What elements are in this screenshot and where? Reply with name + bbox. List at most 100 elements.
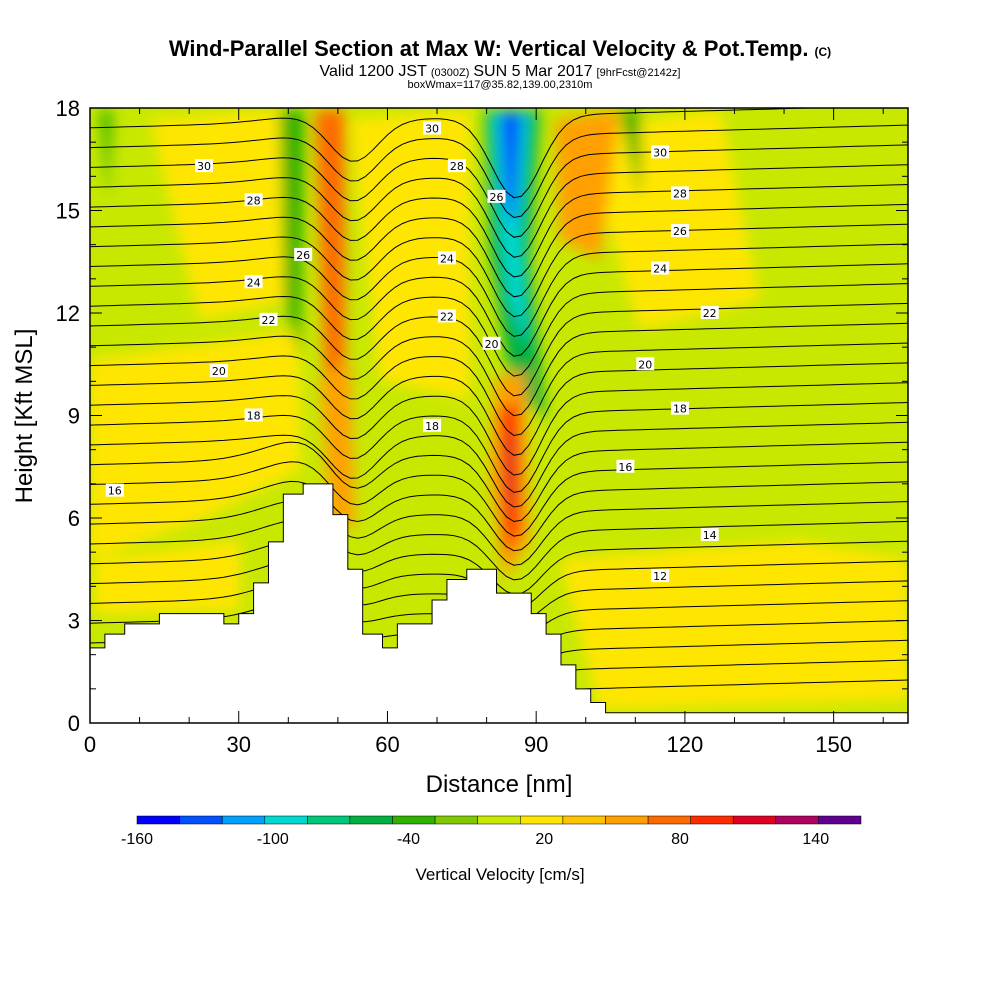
colorbar-swatch [690, 815, 734, 825]
contour-label-bg [487, 189, 506, 203]
colorbar-tick-label: 80 [671, 831, 689, 848]
contour-label-bg [423, 121, 442, 135]
colorbar-swatch [605, 815, 649, 825]
field-updraft-right-peak [504, 430, 515, 520]
theta-contour-line [90, 480, 908, 552]
theta-contour-line [90, 144, 908, 238]
y-axis-label: Height [Kft MSL] [11, 329, 38, 504]
contour-label-bg [447, 159, 466, 173]
theta-contour-line [90, 441, 908, 523]
contour-label: 14 [703, 529, 717, 542]
theta-contour-line [90, 184, 908, 278]
contour-label-bg [670, 224, 689, 237]
contour-label: 26 [673, 225, 687, 238]
contour-label: 24 [247, 276, 261, 289]
chart-subtitle-2: boxWmax=117@35.82,139.00,2310m [408, 79, 593, 91]
field-yellow-top-left [150, 110, 290, 320]
contour-label-bg [670, 186, 689, 200]
contour-label-bg [294, 247, 313, 261]
contour-label: 18 [425, 420, 439, 433]
theta-contour-line [90, 302, 908, 397]
theta-contour-line [90, 203, 908, 298]
field-updraft-upper [315, 110, 345, 380]
colorbar-tick-label: -160 [121, 831, 153, 848]
x-axis-label: Distance [nm] [426, 771, 573, 798]
colorbar-tick-label: 140 [802, 831, 829, 848]
colorbar-swatch [732, 815, 777, 825]
contour-label: 30 [197, 160, 211, 173]
colorbar: -160 -100 -40 20 80 140 [121, 815, 862, 848]
contour-label-bg [209, 364, 228, 378]
chart-title-line: Wind-Parallel Section at Max W: Vertical… [169, 36, 831, 61]
terrain-mask [89, 483, 909, 724]
theta-contour-line [90, 382, 908, 476]
chart-title: Wind-Parallel Section at Max W: Vertical… [169, 36, 809, 61]
contour-label: 20 [638, 358, 652, 371]
x-tick-label: 90 [524, 732, 548, 757]
contour-label: 20 [212, 365, 226, 378]
field-yellow-right [580, 110, 760, 330]
colorbar-tick-label: 20 [535, 831, 553, 848]
theta-contour-line [90, 402, 908, 493]
field-yellow-lower-left [95, 540, 240, 615]
contour-label: 16 [108, 485, 122, 498]
y-tick-label: 3 [68, 609, 80, 634]
contour-label-bg [651, 261, 670, 275]
contour-label-bg [437, 251, 456, 265]
contour-label: 26 [296, 249, 310, 262]
contour-label-bg [423, 418, 442, 432]
contour-label-bg [616, 459, 635, 473]
contour-label-bg [670, 401, 689, 415]
contour-label-bg [636, 357, 655, 371]
theta-contour-line [90, 539, 908, 595]
y-tick-label: 12 [56, 301, 80, 326]
colorbar-tick-label: -100 [257, 831, 289, 848]
contour-label: 24 [440, 252, 454, 265]
field-green-streak-left [280, 110, 305, 360]
chart-title-mark: (C) [814, 45, 831, 59]
colorbar-swatch [221, 815, 266, 825]
contour-label: 24 [653, 263, 667, 276]
colorbar-tick-label: -40 [397, 831, 420, 848]
colorbar-swatch [179, 815, 223, 825]
x-tick-label: 60 [375, 732, 399, 757]
contour-label-bg [651, 145, 670, 159]
chart-subtitle: Valid 1200 JST (0300Z) SUN 5 Mar 2017 [9hrF… [320, 63, 681, 80]
contour-label: 30 [425, 123, 439, 136]
colorbar-swatch [775, 815, 819, 825]
y-tick-label: 9 [68, 404, 80, 429]
colorbar-swatch [392, 815, 436, 825]
contour-label-bg [259, 312, 278, 326]
contour-label: 30 [653, 146, 667, 159]
theta-contour-line [90, 362, 908, 456]
contour-label-bg [437, 309, 456, 323]
colorbar-swatch [307, 815, 351, 825]
colorbar-swatch [264, 815, 308, 825]
field-downdraft-mid [492, 110, 530, 350]
theta-contour-line [90, 223, 908, 318]
theta-contour-line [90, 461, 908, 537]
contour-label-bg [244, 408, 263, 422]
contour-label: 22 [261, 314, 275, 327]
theta-contour-line [90, 243, 908, 337]
contour-label-bg [482, 336, 501, 350]
colorbar-swatch [434, 815, 478, 825]
y-tick-label: 18 [56, 96, 80, 121]
contour-label-bg [195, 159, 214, 173]
contour-label: 28 [247, 194, 261, 207]
contour-label: 28 [450, 160, 464, 173]
colorbar-swatch [349, 815, 393, 825]
colorbar-swatch [818, 815, 862, 825]
y-tick-label: 15 [56, 199, 80, 224]
colorbar-swatch [477, 815, 521, 825]
contour-label-bg [700, 528, 719, 542]
theta-contour-line [90, 322, 908, 417]
x-tick-label: 0 [84, 732, 96, 757]
x-tick-label: 150 [815, 732, 852, 757]
theta-contour-line [90, 520, 908, 581]
field-green-streak-small [100, 110, 112, 200]
y-tick-label: 6 [68, 506, 80, 531]
contour-label: 28 [673, 187, 687, 200]
potential-temperature-contours [90, 108, 908, 703]
contour-label-bg [105, 483, 124, 497]
